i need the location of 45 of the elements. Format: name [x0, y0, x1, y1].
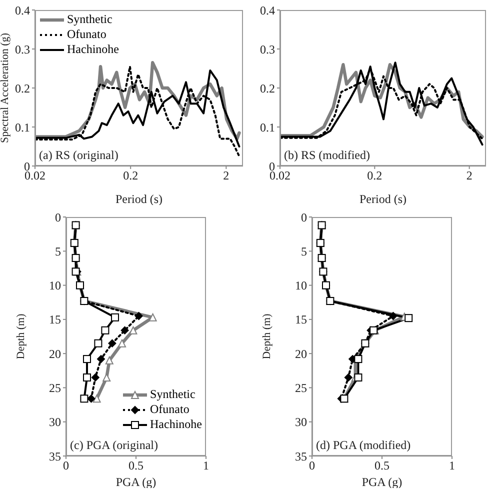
- y-axis-title: Depth (m): [260, 313, 273, 360]
- y-tick-label: 30: [49, 415, 61, 430]
- y-tick-label: 25: [295, 380, 307, 395]
- y-axis-title: Depth (m): [14, 313, 27, 360]
- legend-label: Synthetic: [150, 387, 196, 402]
- y-tick-label: 25: [49, 380, 61, 395]
- x-tick-label: 2: [223, 168, 230, 183]
- annotation: (b) RS (modified): [284, 148, 370, 163]
- x-tick-label: 0.2: [123, 168, 138, 183]
- annotation: (d) PGA (modified): [316, 438, 411, 453]
- x-tick-label: 1: [203, 458, 209, 473]
- y-tick-label: 0: [55, 210, 61, 224]
- y-tick-label: 5: [55, 244, 61, 258]
- y-tick-label: 15: [49, 312, 61, 327]
- x-tick-label: 0.2: [367, 168, 382, 183]
- y-tick-label: 35: [49, 449, 61, 464]
- y-tick-label: 15: [295, 312, 307, 327]
- y-tick-label: 0.2: [260, 81, 275, 96]
- y-tick-label: 35: [295, 449, 307, 464]
- x-tick-label: 2: [466, 168, 472, 183]
- y-tick-label: 0.3: [15, 42, 30, 56]
- x-tick-label: 0.5: [374, 458, 390, 473]
- x-tick-label: 0.5: [128, 458, 144, 473]
- y-tick-label: 0.4: [260, 3, 275, 18]
- annotation: (c) PGA (original): [70, 438, 158, 453]
- y-tick-label: 0.2: [15, 81, 30, 96]
- y-tick-label: 0.1: [260, 120, 275, 134]
- legend-label: Hachinohe: [67, 42, 119, 57]
- y-tick-label: 5: [301, 244, 307, 258]
- y-tick-label: 20: [295, 346, 307, 361]
- legend-label: Ofunato: [67, 27, 106, 42]
- y-tick-label: 10: [49, 278, 61, 293]
- y-tick-label: 20: [49, 346, 61, 361]
- legend-label: Hachinohe: [150, 417, 202, 432]
- legend-label: Ofunato: [150, 402, 190, 417]
- y-tick-label: 0: [301, 210, 307, 224]
- y-axis-title: Spectral Acceleration (g): [0, 32, 11, 143]
- y-tick-label: 0.1: [15, 120, 30, 134]
- annotation: (a) RS (original): [39, 148, 118, 163]
- y-tick-label: 30: [295, 415, 307, 430]
- y-tick-label: 0.4: [15, 3, 30, 18]
- y-tick-label: 10: [295, 278, 307, 293]
- x-tick-label: 1: [449, 458, 455, 473]
- legend-label: Synthetic: [67, 12, 112, 27]
- y-tick-label: 0.3: [260, 42, 275, 56]
